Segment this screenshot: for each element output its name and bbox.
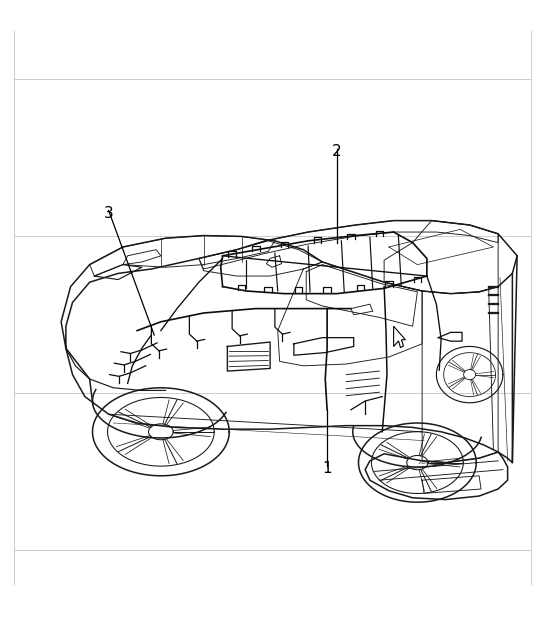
Text: Turbo: Turbo xyxy=(417,460,437,465)
Polygon shape xyxy=(393,326,405,348)
Text: 3: 3 xyxy=(104,205,113,220)
Text: 2: 2 xyxy=(332,144,341,159)
Text: 1: 1 xyxy=(322,461,332,476)
